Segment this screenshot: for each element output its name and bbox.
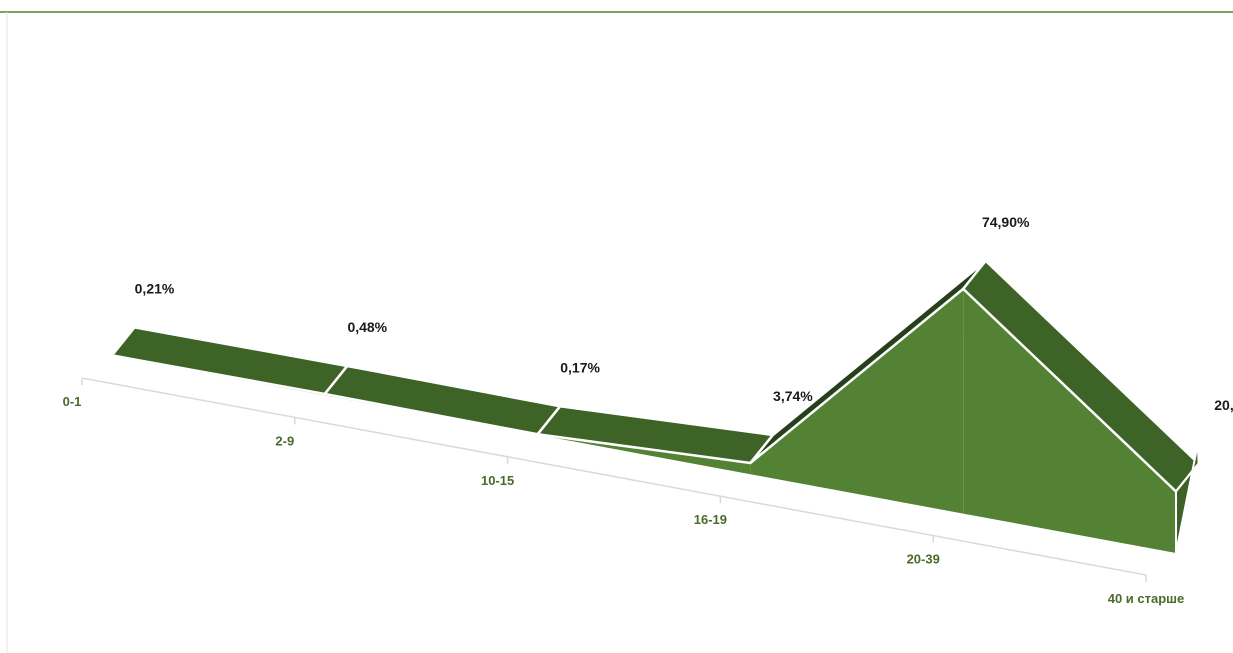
x-tick-label: 40 и старше (1108, 591, 1185, 606)
ribbon-top-face (110, 326, 349, 396)
x-tick-label: 10-15 (481, 473, 514, 488)
data-label: 0,17% (560, 359, 600, 375)
ribbon-top-face (323, 364, 562, 436)
ribbon-front-face (963, 288, 1176, 553)
data-label: 20, (1214, 397, 1233, 413)
data-label: 3,74% (773, 388, 813, 404)
data-label: 0,48% (347, 319, 387, 335)
data-label: 74,90% (982, 214, 1030, 230)
x-tick-label: 2-9 (275, 433, 294, 448)
x-axis-line (81, 377, 1147, 576)
ribbon-end-cap (1175, 442, 1200, 554)
ribbon-front-face (537, 434, 751, 475)
x-tick-label: 0-1 (63, 394, 82, 409)
x-tick-label: 16-19 (694, 512, 727, 527)
data-label: 0,21% (135, 280, 175, 296)
x-tick-label: 20-39 (907, 552, 940, 567)
ribbon-front-face (750, 288, 964, 514)
